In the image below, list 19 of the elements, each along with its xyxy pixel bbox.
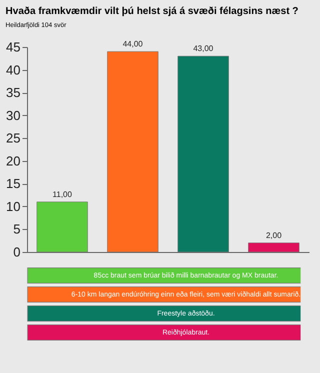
data-label: 44,00 [122, 40, 144, 49]
y-tick-label: 40 [6, 62, 20, 78]
y-tick-label: 30 [6, 108, 20, 123]
data-label: 2,00 [266, 230, 282, 240]
y-tick-label: 35 [6, 85, 20, 100]
bar [107, 51, 158, 252]
bar [36, 202, 88, 252]
chart-title: Hvaða framkvæmdir vilt þú helst sjá á svæði félagsins næst ? [6, 6, 298, 18]
data-label: 43,00 [193, 44, 214, 54]
y-tick-label: 20 [6, 153, 20, 168]
bar [248, 242, 300, 252]
y-tick-label: 25 [6, 130, 20, 146]
y-tick-label: 10 [6, 198, 20, 214]
y-tick-label: 5 [13, 222, 20, 237]
y-tick-label: 0 [13, 244, 20, 260]
data-label: 11,00 [52, 190, 73, 199]
y-tick-label: 45 [6, 40, 20, 54]
bar [178, 56, 229, 252]
y-tick-label: 15 [6, 176, 20, 192]
